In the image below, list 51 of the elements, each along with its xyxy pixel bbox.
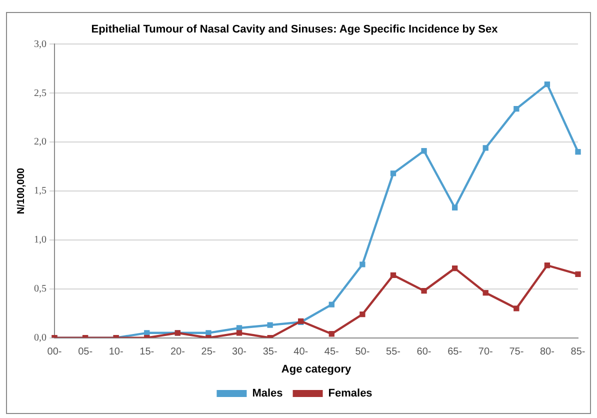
x-tick-label: 40- — [294, 346, 308, 358]
point — [390, 272, 396, 278]
point — [575, 149, 581, 155]
x-tick-label: 70- — [478, 346, 493, 358]
x-tick-label: 15- — [140, 346, 154, 358]
x-tick-label: 85- — [570, 346, 586, 358]
x-tick-label: 30- — [232, 346, 246, 358]
point — [514, 106, 520, 112]
legend-label: Females — [328, 388, 372, 400]
x-tick-label: 45- — [324, 346, 339, 358]
x-tick-label: 50- — [355, 346, 370, 358]
x-tick-label: 75- — [509, 346, 524, 358]
point — [236, 330, 242, 336]
y-tick-label: 0,0 — [34, 332, 46, 344]
y-axis-title: N/100,000 — [16, 167, 27, 214]
point — [482, 145, 488, 151]
point — [544, 262, 550, 268]
point — [360, 311, 366, 318]
x-tick-label: 35- — [262, 346, 278, 358]
x-tick-label: 55- — [386, 346, 400, 358]
point — [514, 306, 520, 312]
point — [482, 290, 488, 296]
x-tick-label: 25- — [201, 346, 216, 358]
point — [360, 262, 366, 268]
x-tick-label: 60- — [416, 346, 432, 358]
y-tick-label: 1,5 — [34, 186, 46, 197]
x-tick-label: 10- — [108, 346, 124, 358]
x-tick-label: 00- — [47, 346, 62, 358]
chart-title: Epithelial Tumour of Nasal Cavity and Sinuses: Age Specific Incidence by Sex — [91, 24, 499, 36]
y-tick-label: 0,5 — [34, 283, 46, 294]
y-tick-label: 1,0 — [34, 234, 46, 246]
x-axis-title: Age category — [281, 363, 352, 376]
legend-label: Males — [252, 388, 283, 400]
point — [267, 322, 273, 328]
point — [328, 331, 334, 337]
y-tick-label: 3,0 — [34, 38, 46, 50]
point — [452, 265, 458, 272]
point — [328, 302, 334, 308]
x-tick-label: 05- — [78, 346, 93, 358]
x-tick-label: 80- — [540, 346, 554, 358]
point — [206, 330, 212, 336]
point — [452, 204, 458, 210]
x-tick-label: 20- — [170, 346, 185, 358]
x-tick-label: 65- — [448, 346, 462, 358]
point — [544, 81, 550, 88]
y-tick-label: 2,5 — [34, 88, 46, 99]
point — [390, 170, 396, 176]
point — [575, 271, 581, 278]
y-tick-label: 2,0 — [34, 136, 46, 148]
point — [421, 148, 427, 154]
point — [421, 288, 427, 294]
